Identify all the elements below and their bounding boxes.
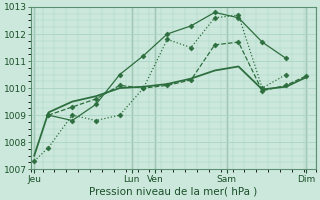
X-axis label: Pression niveau de la mer( hPa ): Pression niveau de la mer( hPa ) [89,187,257,197]
